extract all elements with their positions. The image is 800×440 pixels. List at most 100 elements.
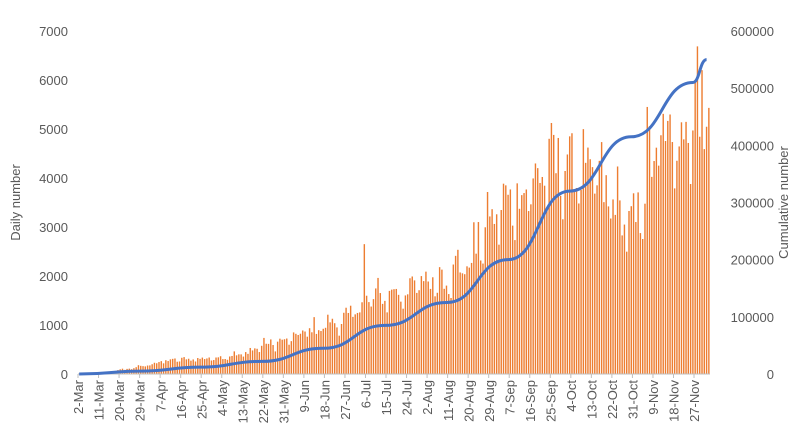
- daily-bar: [509, 189, 512, 374]
- daily-bar: [491, 209, 493, 374]
- y-tick-label: 3000: [39, 220, 68, 235]
- daily-bar: [662, 113, 664, 374]
- daily-bar: [418, 290, 420, 374]
- x-tick-label: 31-Oct: [626, 380, 641, 419]
- daily-bar: [527, 211, 530, 374]
- daily-bar: [338, 335, 340, 374]
- y-tick-label: 0: [61, 367, 68, 382]
- y-tick-label: 5000: [39, 122, 68, 137]
- daily-bar: [473, 222, 475, 374]
- x-tick-label: 25-Sep: [543, 380, 558, 422]
- daily-bar: [566, 154, 569, 374]
- daily-bar: [441, 269, 443, 374]
- daily-bar: [505, 185, 507, 374]
- daily-bar: [290, 341, 293, 374]
- daily-bar: [475, 253, 477, 374]
- daily-bar: [368, 302, 370, 374]
- daily-bar: [546, 210, 548, 374]
- x-tick-label: 7-Apr: [153, 379, 168, 411]
- daily-bar: [523, 193, 525, 374]
- daily-bar: [391, 289, 393, 374]
- daily-bar: [459, 272, 461, 374]
- daily-bar: [596, 185, 598, 374]
- daily-bar: [434, 296, 436, 374]
- daily-bar: [359, 312, 361, 374]
- daily-bar: [683, 139, 685, 374]
- daily-bar: [267, 343, 270, 374]
- daily-bar: [281, 339, 283, 374]
- y2-tick-label: 0: [767, 367, 774, 382]
- daily-bar: [541, 176, 544, 374]
- daily-bar: [603, 202, 605, 374]
- daily-bar: [299, 333, 302, 374]
- y-tick-label: 7000: [39, 24, 68, 39]
- daily-bar: [165, 360, 167, 374]
- daily-bar: [436, 292, 439, 374]
- daily-bar: [270, 339, 272, 374]
- daily-bar: [452, 264, 455, 374]
- x-tick-label: 11-Mar: [92, 379, 107, 420]
- daily-bar: [137, 365, 140, 374]
- daily-bar: [226, 359, 229, 374]
- daily-bar: [671, 142, 674, 374]
- x-tick-label: 25-Apr: [194, 379, 209, 419]
- x-tick-label: 16-Apr: [174, 379, 189, 419]
- daily-bar: [242, 356, 245, 374]
- tick-labels: 0 1000 2000 3000 4000 5000 6000 7000 0 100000 2000…: [39, 24, 774, 423]
- daily-bar: [327, 314, 329, 374]
- daily-bar: [322, 328, 324, 374]
- daily-bar: [594, 193, 596, 374]
- daily-bar: [395, 288, 397, 374]
- x-tick-label: 24-Jul: [400, 380, 415, 416]
- daily-bar: [543, 185, 546, 374]
- daily-bar: [308, 328, 311, 374]
- daily-bar: [153, 362, 156, 374]
- daily-bar: [333, 323, 336, 374]
- daily-bar: [701, 70, 703, 374]
- daily-bar: [386, 312, 388, 374]
- daily-bar: [626, 251, 628, 374]
- daily-bar: [388, 290, 391, 374]
- daily-bar: [450, 297, 452, 374]
- daily-bar: [600, 142, 603, 374]
- x-tick-label: 29-Mar: [133, 379, 148, 421]
- x-tick-label: 6-Jul: [359, 380, 374, 408]
- daily-bar: [507, 194, 509, 374]
- y-axis-title: Daily number: [8, 164, 23, 241]
- daily-bar: [429, 288, 432, 374]
- daily-bar: [318, 330, 320, 374]
- daily-bar: [169, 359, 172, 374]
- daily-bar: [156, 363, 158, 374]
- daily-bar: [454, 255, 457, 374]
- y-tick-label: 6000: [39, 73, 68, 88]
- daily-bar: [258, 352, 261, 374]
- daily-bar: [361, 302, 363, 374]
- x-tick-label: 11-Aug: [441, 380, 456, 421]
- daily-bar: [400, 301, 402, 374]
- daily-bar: [493, 223, 496, 374]
- daily-bar: [263, 337, 265, 374]
- daily-bar: [363, 244, 366, 374]
- daily-bar: [356, 312, 359, 374]
- x-tick-label: 13-Oct: [584, 380, 599, 419]
- daily-bar: [448, 294, 450, 374]
- daily-bar: [553, 134, 555, 374]
- daily-bar: [653, 161, 655, 374]
- x-tick-label: 9-Nov: [646, 380, 661, 415]
- daily-bar: [568, 136, 571, 374]
- daily-bar: [696, 46, 699, 374]
- daily-bar: [655, 147, 658, 374]
- daily-bar: [313, 317, 315, 374]
- daily-bar: [498, 244, 500, 374]
- daily-bar: [664, 141, 667, 374]
- daily-bar: [651, 176, 653, 374]
- daily-bar: [425, 271, 427, 374]
- y-tick-label: 1000: [39, 318, 68, 333]
- daily-bar: [466, 266, 468, 374]
- daily-bar: [340, 324, 343, 374]
- daily-bar: [409, 278, 411, 374]
- y-tick-label: 4000: [39, 171, 68, 186]
- daily-bar: [589, 159, 591, 374]
- daily-bar: [379, 293, 382, 374]
- x-tick-label: 22-May: [256, 380, 271, 424]
